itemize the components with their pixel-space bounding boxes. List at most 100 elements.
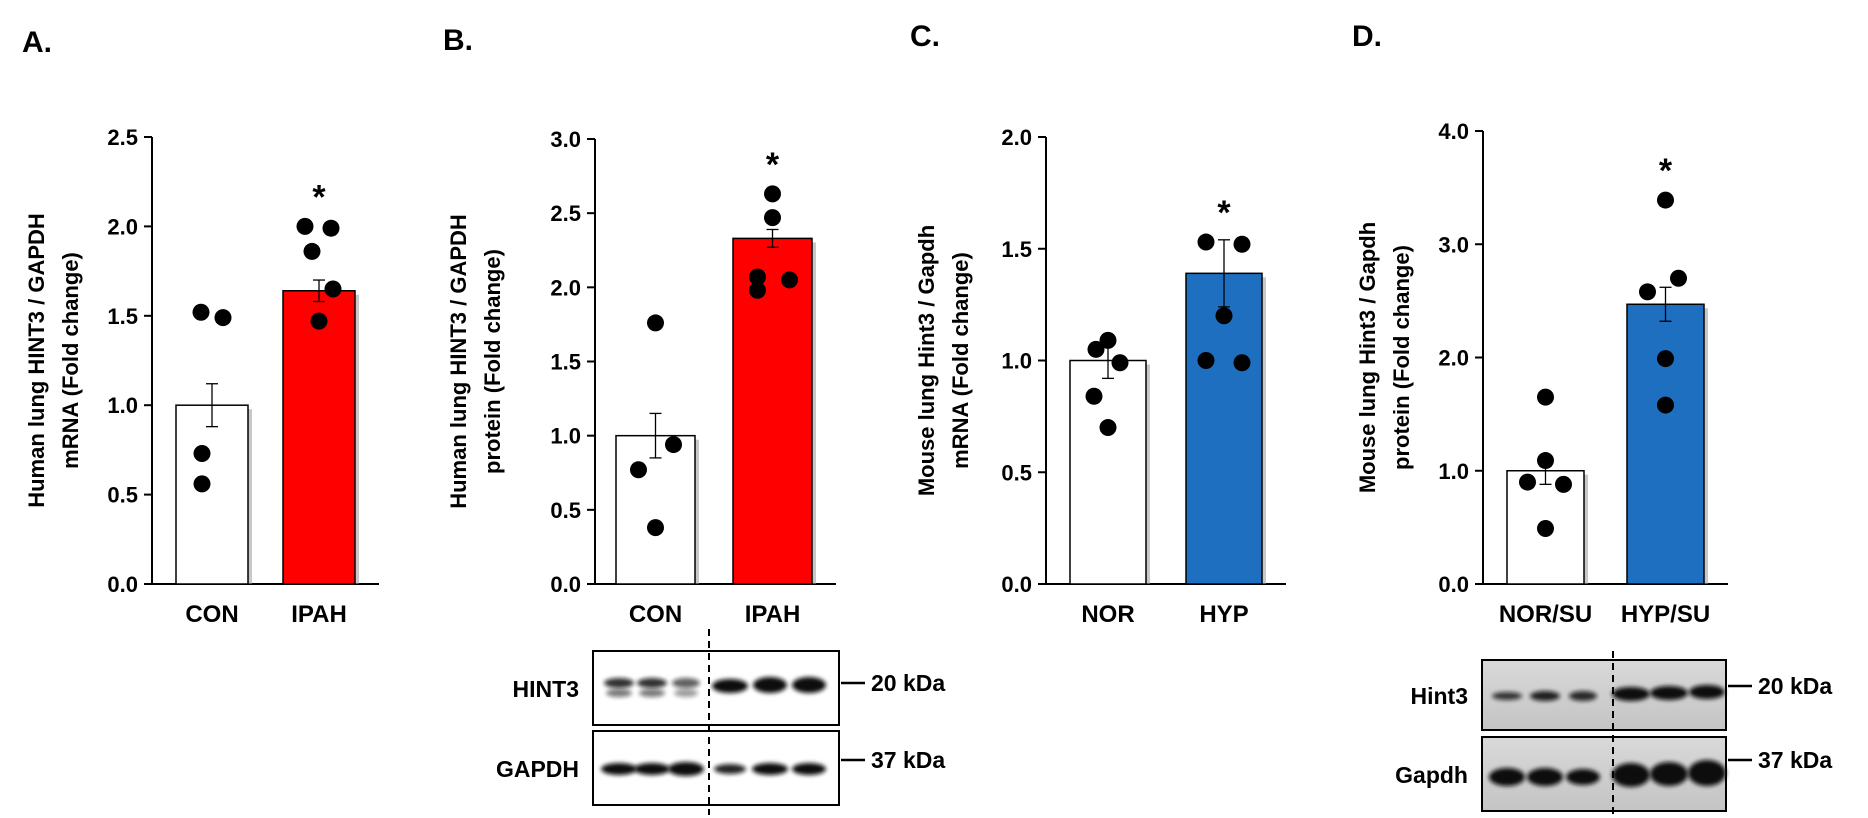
y-axis-label: protein (Fold change) xyxy=(1389,245,1414,470)
bar xyxy=(1626,303,1705,585)
data-point xyxy=(764,185,781,203)
y-tick-label: 1.0 xyxy=(107,393,138,418)
significance-marker: * xyxy=(1659,152,1673,190)
blot-band xyxy=(1492,692,1522,700)
x-category-label: CON xyxy=(629,601,682,628)
blot-band xyxy=(674,689,698,697)
data-point xyxy=(1657,350,1674,368)
x-category-label: NOR/SU xyxy=(1499,601,1592,628)
blot-band xyxy=(672,678,700,688)
data-point xyxy=(1087,340,1105,358)
blot-band xyxy=(753,677,787,693)
y-tick-label: 0.0 xyxy=(550,572,581,597)
blot-band xyxy=(714,764,746,774)
data-point xyxy=(1519,473,1536,491)
blot-row-label: Hint3 xyxy=(1411,683,1469,709)
data-point xyxy=(296,217,314,235)
bar xyxy=(1185,272,1263,585)
blot-band xyxy=(634,763,670,775)
data-point xyxy=(1215,307,1233,325)
x-category-label: HYP xyxy=(1199,601,1248,628)
blot-row-label: GAPDH xyxy=(496,756,579,782)
data-point xyxy=(647,314,664,332)
data-point xyxy=(1537,452,1554,470)
data-point xyxy=(1197,352,1215,369)
y-tick-label: 0.0 xyxy=(107,572,138,597)
bar xyxy=(1069,359,1147,585)
data-point xyxy=(665,436,682,454)
blot-band xyxy=(752,763,788,775)
significance-marker: * xyxy=(766,146,780,184)
blot-band xyxy=(1612,763,1650,787)
data-point xyxy=(1197,233,1215,251)
blot-band xyxy=(604,678,634,688)
data-point xyxy=(1555,475,1572,493)
molecular-weight-label: 20 kDa xyxy=(871,670,945,696)
y-tick-label: 2.5 xyxy=(107,125,138,150)
y-tick-label: 1.5 xyxy=(107,304,138,329)
data-point xyxy=(647,519,664,537)
blot-band xyxy=(601,763,637,775)
panel-letter: B. xyxy=(443,24,473,57)
blot-band xyxy=(1489,768,1525,786)
data-point xyxy=(781,271,798,289)
data-point xyxy=(1537,388,1554,406)
blot-band xyxy=(1569,691,1597,701)
y-tick-label: 4.0 xyxy=(1438,119,1469,144)
molecular-weight-label: 20 kDa xyxy=(1758,673,1832,699)
data-point xyxy=(193,475,211,493)
data-point xyxy=(1233,354,1251,372)
blot-band xyxy=(639,689,665,697)
y-axis-label: mRNA (Fold change) xyxy=(948,252,973,469)
blot-band xyxy=(1688,760,1726,786)
bar xyxy=(615,434,696,585)
bar xyxy=(732,237,813,585)
y-tick-label: 0.5 xyxy=(550,498,581,523)
y-tick-label: 2.0 xyxy=(1001,125,1032,150)
data-point xyxy=(193,444,211,462)
data-point xyxy=(303,242,321,260)
y-tick-label: 2.0 xyxy=(107,214,138,239)
blot-band xyxy=(792,763,826,775)
data-point xyxy=(1099,331,1117,349)
y-tick-label: 1.0 xyxy=(550,424,581,449)
y-tick-label: 2.0 xyxy=(1438,346,1469,371)
x-category-label: IPAH xyxy=(291,601,347,628)
blot-band xyxy=(1530,691,1560,701)
blot-band xyxy=(1566,769,1600,785)
y-tick-label: 0.0 xyxy=(1001,572,1032,597)
blot-band xyxy=(637,678,667,688)
data-point xyxy=(764,209,781,227)
y-tick-label: 1.0 xyxy=(1438,459,1469,484)
blot-band xyxy=(668,762,704,776)
molecular-weight-label: 37 kDa xyxy=(1758,747,1832,773)
data-point xyxy=(1639,283,1656,301)
data-point xyxy=(749,281,766,299)
y-axis-label: Human lung HINT3 / GAPDH xyxy=(24,213,49,508)
y-tick-label: 0.5 xyxy=(1001,460,1032,485)
blot-band xyxy=(1689,685,1725,699)
data-point xyxy=(322,219,340,237)
blot-row-label: Gapdh xyxy=(1395,762,1468,788)
y-tick-label: 1.5 xyxy=(1001,237,1032,262)
y-axis-label: mRNA (Fold change) xyxy=(58,252,83,469)
panel-letter: A. xyxy=(22,26,52,59)
y-tick-label: 1.5 xyxy=(550,350,581,375)
data-point xyxy=(1099,419,1117,437)
y-tick-label: 3.0 xyxy=(1438,232,1469,257)
data-point xyxy=(749,268,766,286)
data-point xyxy=(1657,396,1674,414)
y-tick-label: 0.5 xyxy=(107,483,138,508)
blot-band xyxy=(792,677,826,693)
bar xyxy=(175,404,249,585)
y-tick-label: 2.5 xyxy=(550,201,581,226)
y-axis-label: Mouse lung Hint3 / Gapdh xyxy=(1355,222,1380,493)
data-point xyxy=(1085,387,1103,405)
significance-marker: * xyxy=(312,178,326,216)
data-point xyxy=(1657,191,1674,209)
data-point xyxy=(630,461,647,479)
data-point xyxy=(214,309,232,327)
data-point xyxy=(192,303,210,321)
data-point xyxy=(1670,269,1687,287)
blot-band xyxy=(712,679,748,693)
